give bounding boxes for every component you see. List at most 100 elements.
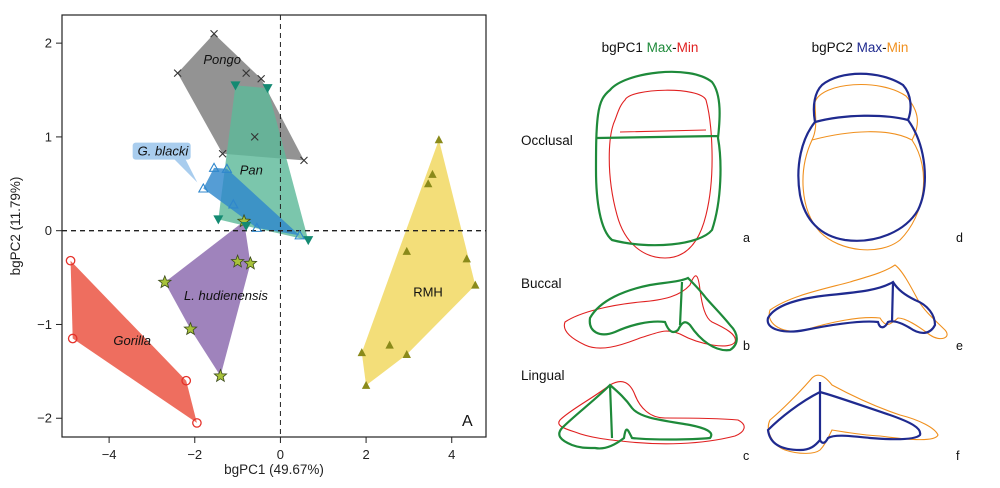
point-rmh: [361, 380, 371, 389]
y-axis-label: bgPC2 (11.79%): [8, 177, 23, 276]
point-l-hudienensis: [230, 253, 245, 268]
point-pongo: [210, 29, 218, 38]
point-g-blacki: [197, 182, 209, 193]
callout-pointer: [172, 157, 198, 183]
point-gorilla: [181, 375, 192, 386]
point-rmh: [423, 179, 433, 188]
y-tick-label: −1: [37, 317, 52, 332]
shape-panel: bgPC1 Max-Min bgPC2 Max-Min Occlusal Buc…: [521, 40, 963, 463]
panel-letter-c: c: [743, 449, 749, 463]
panel-letter-e: e: [956, 339, 963, 353]
point-pongo: [257, 74, 266, 83]
point-gorilla: [67, 333, 78, 344]
panel-letter-d: d: [956, 231, 963, 245]
col1-header: bgPC1 Max-Min: [602, 40, 699, 55]
panel-letter-b: b: [743, 339, 750, 353]
point-pongo: [300, 156, 308, 165]
point-rmh: [402, 349, 411, 358]
group-label-pongo: Pongo: [203, 52, 241, 67]
group-label-g-blacki: G. blacki: [138, 144, 190, 159]
hull-l-hudienensis: [164, 221, 251, 377]
axis-ticks: −4 −2 0 2 4 −2 −1 0 1 2: [37, 36, 455, 462]
panel-letter-f: f: [956, 449, 960, 463]
panel-label: A: [462, 413, 473, 430]
panel-letter-a: a: [743, 231, 750, 245]
col2-prefix: bgPC2: [812, 40, 857, 55]
max-outline: [594, 70, 722, 247]
outline-lingual-pc2: [766, 374, 939, 454]
point-g-blacki: [294, 229, 306, 240]
zero-lines: [62, 15, 486, 437]
group-label-gorilla: Gorilla: [113, 333, 151, 348]
col1-max: Max: [647, 40, 673, 55]
x-tick-label: −2: [187, 447, 202, 462]
y-tick-label: 2: [45, 36, 52, 51]
min-outline: [767, 374, 939, 454]
point-g-blacki: [208, 162, 220, 172]
point-pongo: [173, 69, 182, 78]
point-gorilla: [192, 418, 202, 428]
max-outline: [766, 280, 937, 334]
point-rmh: [385, 340, 394, 349]
min-outline: [558, 381, 745, 445]
row-label-occlusal: Occlusal: [521, 133, 573, 148]
max-outline: [558, 383, 713, 450]
point-pan: [230, 81, 241, 91]
point-pongo: [250, 133, 259, 141]
hull-g-blacki: [203, 167, 300, 236]
point-pongo: [242, 69, 251, 78]
point-gorilla: [65, 255, 76, 266]
x-axis-label: bgPC1 (49.67%): [224, 462, 324, 477]
point-rmh: [357, 348, 366, 357]
plot-frame: [61, 14, 487, 438]
point-pan: [262, 84, 273, 94]
y-tick-label: −2: [37, 411, 52, 426]
point-pan: [241, 222, 252, 231]
point-rmh: [428, 169, 437, 178]
point-l-hudienensis: [243, 255, 258, 270]
col2-min: Min: [887, 40, 909, 55]
point-l-hudienensis: [183, 321, 198, 336]
data-points: [65, 29, 480, 428]
hull-rmh: [361, 139, 476, 386]
outline-occlusal-pc1: [594, 70, 722, 259]
y-tick-label: 1: [45, 129, 52, 144]
max-outline: [766, 382, 922, 452]
group-labels: Gorilla L. hudienensis Pongo Pan G. blacki RM…: [113, 52, 442, 348]
point-rmh: [471, 280, 480, 289]
point-l-hudienensis: [213, 368, 228, 383]
y-tick-label: 0: [45, 223, 52, 238]
point-pongo: [218, 149, 227, 158]
point-l-hudienensis: [157, 274, 173, 289]
point-g-blacki: [227, 198, 239, 209]
point-rmh: [462, 254, 471, 263]
row-label-buccal: Buccal: [521, 276, 562, 291]
outline-lingual-pc1: [558, 381, 745, 450]
outline-buccal-pc2: [766, 264, 948, 340]
col2-max: Max: [857, 40, 883, 55]
point-rmh: [402, 246, 411, 255]
min-outline: [768, 264, 948, 340]
row-label-lingual: Lingual: [521, 368, 565, 383]
point-pan: [303, 236, 314, 246]
callout-box: [132, 142, 191, 160]
x-tick-label: 2: [362, 447, 369, 462]
col2-header: bgPC2 Max-Min: [812, 40, 909, 55]
hull-gorilla: [70, 260, 197, 423]
group-hulls: [70, 33, 476, 423]
x-tick-label: 4: [448, 447, 455, 462]
min-outline: [608, 89, 713, 259]
col1-min: Min: [677, 40, 699, 55]
max-outline: [588, 276, 738, 352]
min-outline: [563, 275, 736, 349]
group-label-l-hudienensis: L. hudienensis: [184, 288, 268, 303]
point-g-blacki: [251, 222, 263, 232]
x-tick-label: −4: [102, 447, 117, 462]
col1-prefix: bgPC1: [602, 40, 647, 55]
min-outline: [802, 83, 925, 251]
col1-sep: -: [672, 40, 677, 55]
group-label-rmh: RMH: [413, 284, 443, 299]
outline-buccal-pc1: [563, 275, 738, 352]
group-label-pan: Pan: [240, 162, 263, 177]
